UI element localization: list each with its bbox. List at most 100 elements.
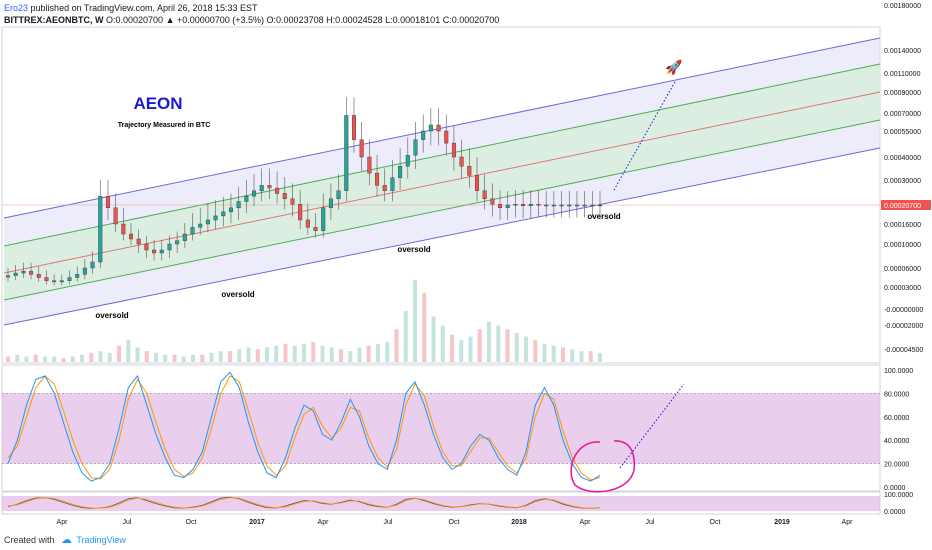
x-axis-tick: 2018 (511, 519, 527, 526)
candle-body (351, 115, 356, 140)
volume-bar (107, 352, 112, 362)
volume-bar (89, 352, 94, 362)
stoch-axis-label: 40.0000 (884, 438, 909, 445)
candle-body (474, 175, 479, 191)
volume-bar (394, 329, 399, 362)
candle-body (98, 195, 103, 263)
volume-bar (144, 351, 149, 362)
price-axis-label: 0.00055000 (884, 129, 921, 136)
author-link[interactable]: Ero23 (4, 3, 29, 13)
candle-body (467, 165, 472, 176)
volume-bar (450, 334, 454, 362)
candle-body (551, 204, 556, 207)
publish-line: Ero23 published on TradingView.com, Apri… (4, 2, 499, 14)
volume-bar (209, 352, 214, 362)
candle-body (398, 165, 403, 178)
lower-axis-label: 0.0000 (884, 509, 906, 516)
channel-upper-line (3, 37, 881, 219)
volume-bar (283, 343, 288, 362)
x-axis-tick: 2017 (249, 519, 265, 526)
candle-body (252, 190, 257, 197)
volume-bar (302, 343, 306, 362)
volume-bar (320, 345, 325, 362)
volume-bar (505, 329, 510, 362)
volume-bar (588, 351, 593, 362)
candle-body (152, 249, 157, 254)
volume-bar (6, 356, 10, 362)
volume-bar (542, 343, 547, 362)
volume-bar (24, 356, 29, 362)
rocket-icon: 🚀 (665, 59, 683, 76)
tradingview-cloud-icon: ☁ (61, 534, 73, 546)
volume-bar (598, 352, 602, 362)
x-axis-tick: Jul (384, 519, 393, 526)
stoch-axis-label: 100.0000 (884, 368, 913, 375)
stoch-projection-arrow (619, 383, 685, 469)
candle-body (451, 142, 456, 158)
x-axis-tick: Jul (646, 519, 655, 526)
candle-body (336, 190, 341, 200)
price-axis-label: -0.00004500 (884, 347, 923, 354)
candle-body (382, 185, 387, 191)
candle-body (528, 203, 533, 207)
candle-body (405, 155, 410, 167)
volume-bar (255, 349, 260, 362)
lower-line-2 (7, 497, 601, 509)
candle-body (390, 177, 395, 191)
channel-upper-mid-line (3, 63, 881, 247)
candle-body (598, 204, 603, 207)
volume-bar (376, 343, 380, 362)
volume-bar (163, 354, 168, 362)
volume-bar (477, 329, 482, 362)
volume-bar (533, 340, 538, 362)
price-axis-label: 0.00140000 (884, 48, 921, 55)
candle-body (582, 204, 587, 207)
candle-body (228, 207, 233, 213)
volume-bar (292, 345, 297, 362)
candle-body (482, 190, 487, 200)
volume-bar (579, 351, 584, 362)
x-axis-tick: Jul (123, 519, 132, 526)
candle-body (90, 261, 95, 269)
publish-info: published on TradingView.com, April 26, … (30, 3, 258, 13)
volume-bar (274, 345, 279, 362)
candle-body (175, 240, 180, 245)
volume-bar (80, 354, 84, 362)
volume-bar (33, 354, 38, 362)
volume-bar (413, 280, 417, 362)
candle-body (159, 249, 164, 254)
oversold-circle (570, 440, 636, 493)
volume-bar (496, 325, 501, 362)
stoch-axis-label: 80.0000 (884, 391, 909, 398)
volume-bar (117, 345, 121, 362)
candle-body (52, 280, 57, 283)
volume-bar (311, 341, 316, 362)
price-axis-label: 0.00030000 (884, 178, 921, 185)
x-axis-tick: Apr (580, 519, 592, 526)
candle-body (544, 204, 549, 207)
price-axis-label: 0.00006000 (884, 266, 921, 273)
candle-body (213, 215, 218, 221)
volume-bar (70, 356, 75, 362)
x-axis-tick: Apr (318, 519, 330, 526)
main-panel-frame (1, 26, 881, 364)
stoch-axis-label: 20.0000 (884, 462, 909, 469)
channel-lower-line (3, 147, 881, 326)
stoch-k-line (7, 371, 601, 482)
candle-body (59, 280, 64, 283)
x-axis-tick: Apr (57, 519, 69, 526)
candle-body (436, 124, 441, 132)
candle-body (75, 274, 80, 278)
candle-body (536, 203, 541, 206)
candle-body (121, 223, 126, 235)
created-with-label: Created with (4, 535, 55, 545)
candle-body (167, 243, 172, 251)
volume-bar (459, 340, 464, 362)
channel-lower-mid-line (3, 119, 881, 301)
stoch-d-line (7, 375, 601, 481)
tradingview-brand[interactable]: TradingView (76, 535, 126, 545)
candle-body (190, 227, 195, 235)
price-axis-label: 0.00020700 (884, 203, 921, 210)
volume-bar (181, 356, 186, 362)
